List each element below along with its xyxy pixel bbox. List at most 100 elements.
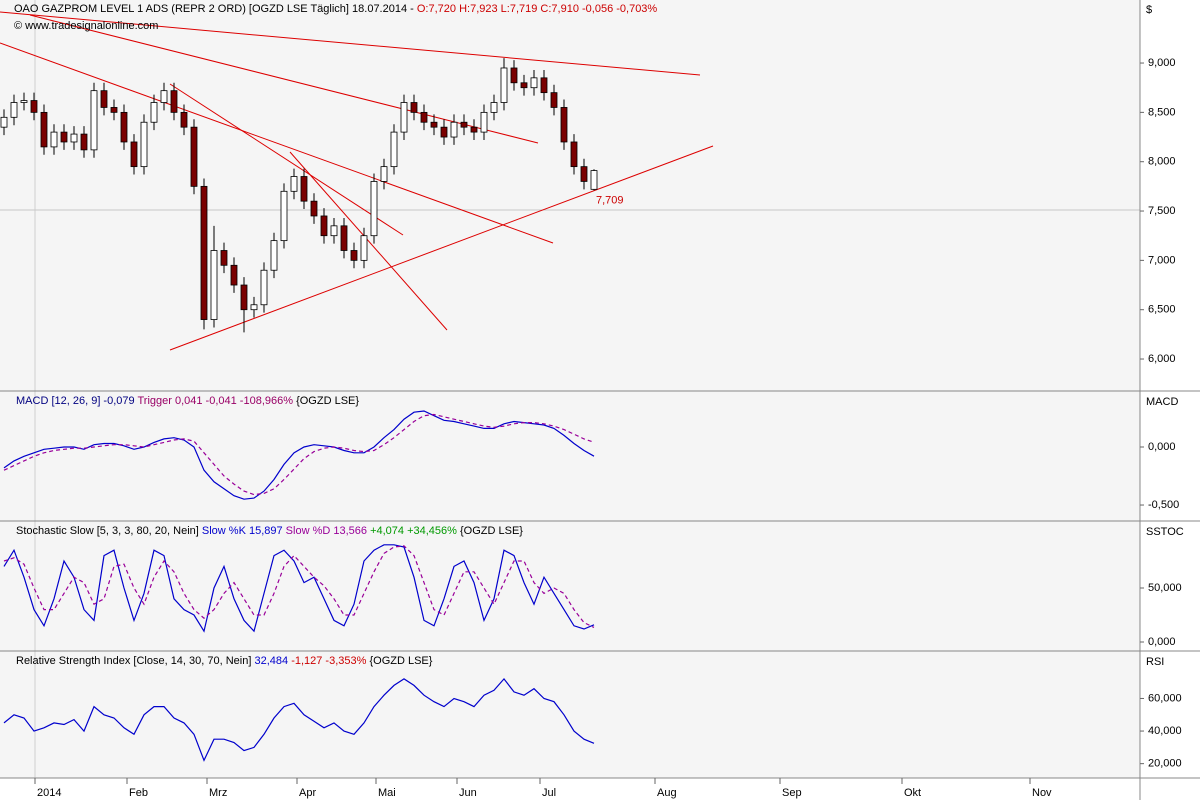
panel-header: MACD [12, 26, 9] -0,079 Trigger 0,041 -0… xyxy=(16,395,359,407)
trend-line xyxy=(169,145,714,351)
candle-body xyxy=(100,90,108,108)
candle-body xyxy=(410,102,418,113)
header-segment: O:7,720 H:7,923 L:7,719 C:7,910 -0,056 -… xyxy=(417,3,658,15)
candle-body xyxy=(450,121,458,138)
x-tick-label: Feb xyxy=(129,787,148,799)
x-tick-label: Mai xyxy=(378,787,396,799)
y-tick-label: 50,000 xyxy=(1148,582,1182,594)
axis-label: RSI xyxy=(1146,656,1164,668)
y-tick-label: 0,000 xyxy=(1148,636,1176,648)
candle-body xyxy=(360,235,368,261)
candle-body xyxy=(280,190,288,242)
y-tick-label: 8,000 xyxy=(1148,156,1176,168)
candle-body xyxy=(370,181,378,237)
candle-body xyxy=(470,126,478,133)
header-segment: MACD [12, 26, 9] -0,079 xyxy=(16,395,137,407)
candle-body xyxy=(190,126,198,187)
candle-body xyxy=(220,250,228,266)
header-segment: Trigger 0,041 -0,041 -108,966% xyxy=(137,395,296,407)
candle-body xyxy=(430,121,438,128)
header-segment: Relative Strength Index [Close, 14, 30, … xyxy=(16,655,254,667)
candle-body xyxy=(480,111,488,133)
candle-body xyxy=(140,121,148,168)
candle-body xyxy=(520,82,528,89)
candle-body xyxy=(400,102,408,133)
header-segment: Slow %D 13,566 xyxy=(286,525,370,537)
candle-body xyxy=(150,102,158,123)
header-segment: {OGZD LSE} xyxy=(296,395,359,407)
candle-body xyxy=(110,107,118,113)
x-tick-label: Okt xyxy=(904,787,921,799)
y-tick-label: 9,000 xyxy=(1148,57,1176,69)
x-tick-label: Aug xyxy=(657,787,677,799)
candle-body xyxy=(60,131,68,143)
axis-label: SSTOC xyxy=(1146,526,1184,538)
indicator-line xyxy=(3,545,595,628)
candle-body xyxy=(300,176,308,202)
y-tick-label: 8,500 xyxy=(1148,106,1176,118)
header-segment: -1,127 -3,353% xyxy=(291,655,369,667)
candle-body xyxy=(350,250,358,261)
candle-body xyxy=(120,111,128,143)
y-tick-label: 7,500 xyxy=(1148,205,1176,217)
candle-body xyxy=(260,269,268,306)
candle-body xyxy=(560,107,568,143)
candle-body xyxy=(380,166,388,182)
header-segment: {OGZD LSE} xyxy=(460,525,523,537)
header-segment: OAO GAZPROM LEVEL 1 ADS (REPR 2 ORD) [OG… xyxy=(14,3,417,15)
y-tick-label: 7,000 xyxy=(1148,254,1176,266)
candle-body xyxy=(30,100,38,113)
candle-body xyxy=(580,166,588,182)
header-segment: Slow %K 15,897 xyxy=(202,525,286,537)
y-tick-label: 6,500 xyxy=(1148,304,1176,316)
x-tick-label: Sep xyxy=(782,787,802,799)
indicator-line xyxy=(3,413,595,496)
candle-body xyxy=(330,225,338,237)
trend-line xyxy=(29,14,539,144)
y-tick-label: 0,000 xyxy=(1148,441,1176,453)
candle-body xyxy=(310,200,318,217)
candle-body xyxy=(390,131,398,168)
candle-body xyxy=(160,90,168,103)
candle-body xyxy=(460,121,468,128)
candle-body xyxy=(340,225,348,251)
candle-body xyxy=(10,102,18,118)
candle-body xyxy=(0,116,8,128)
candle-body xyxy=(510,67,518,84)
annotation: 7,709 xyxy=(596,194,624,206)
candle-body xyxy=(90,90,98,151)
x-tick-label: 2014 xyxy=(37,787,61,799)
candle-body xyxy=(210,250,218,320)
candle-body xyxy=(20,100,28,103)
y-tick-label: 60,000 xyxy=(1148,692,1182,704)
x-tick-label: Apr xyxy=(299,787,316,799)
panel-header: Stochastic Slow [5, 3, 3, 80, 20, Nein] … xyxy=(16,525,523,537)
trend-line xyxy=(289,151,448,331)
candle-body xyxy=(180,111,188,128)
candle-body xyxy=(420,111,428,123)
x-tick-label: Jun xyxy=(459,787,477,799)
candle-body xyxy=(290,176,298,192)
header-segment: Stochastic Slow [5, 3, 3, 80, 20, Nein] xyxy=(16,525,202,537)
candle-body xyxy=(320,215,328,237)
candle-body xyxy=(500,67,508,103)
y-tick-label: 20,000 xyxy=(1148,758,1182,770)
trend-lines xyxy=(0,11,714,351)
candle-body xyxy=(40,111,48,148)
candle-body xyxy=(550,92,558,108)
header-segment: {OGZD LSE} xyxy=(369,655,432,667)
candle-body xyxy=(200,185,208,320)
candle-body xyxy=(490,102,498,113)
candle-body xyxy=(270,240,278,271)
candle-body xyxy=(570,141,578,168)
axis-label: MACD xyxy=(1146,396,1178,408)
trend-line xyxy=(169,83,404,236)
candle-body xyxy=(590,170,598,190)
trend-line xyxy=(0,42,554,244)
candle-body xyxy=(80,133,88,151)
y-tick-label: 40,000 xyxy=(1148,725,1182,737)
axis-label: $ xyxy=(1146,4,1152,16)
candle-body xyxy=(540,77,548,94)
